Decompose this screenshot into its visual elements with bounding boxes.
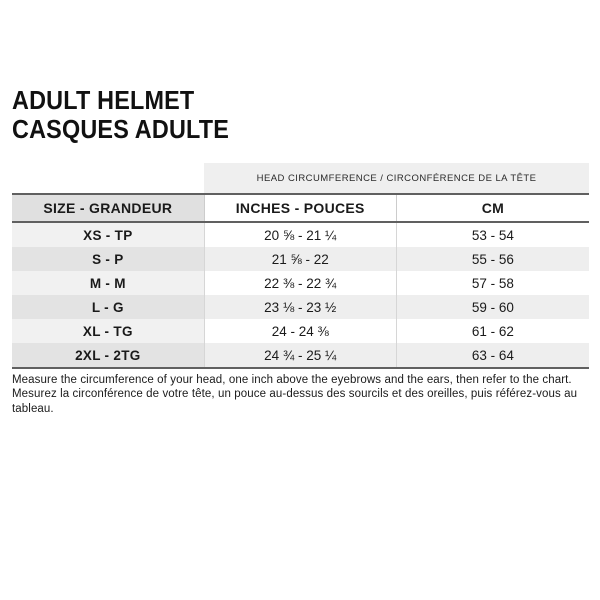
instruction-line-fr: Mesurez la circonférence de votre tête, …	[12, 388, 578, 415]
table-row-2xl: 2XL - 2TG 24 ¾ - 25 ¼ 63 - 64	[12, 343, 589, 369]
table-row-m: M - M 22 ⅜ - 22 ¾ 57 - 58	[12, 271, 589, 295]
title-line-en: ADULT HELMET	[12, 85, 195, 115]
size-cell: 2XL - 2TG	[12, 343, 205, 369]
measuring-instructions: Measure the circumference of your head, …	[12, 373, 588, 416]
inches-cell: 22 ⅜ - 22 ¾	[203, 271, 397, 295]
size-chart-table: HEAD CIRCUMFERENCE / CIRCONFÉRENCE DE LA…	[12, 163, 589, 369]
size-cell: S - P	[12, 247, 205, 271]
column-header-cm: CM	[395, 193, 589, 223]
inches-cell: 24 - 24 ⅜	[203, 319, 397, 343]
span-header-row: HEAD CIRCUMFERENCE / CIRCONFÉRENCE DE LA…	[12, 163, 589, 194]
size-cell: XS - TP	[12, 222, 205, 247]
table-row-xs: XS - TP 20 ⅝ - 21 ¼ 53 - 54	[12, 222, 589, 247]
title-line-fr: CASQUES ADULTE	[12, 114, 230, 145]
column-header-inches: INCHES - POUCES	[203, 193, 397, 223]
cm-cell: 57 - 58	[395, 271, 589, 295]
column-header-row: SIZE - GRANDEUR INCHES - POUCES CM	[12, 193, 589, 223]
cm-cell: 55 - 56	[395, 247, 589, 271]
table-row-s: S - P 21 ⅝ - 22 55 - 56	[12, 247, 589, 271]
instruction-line-en: Measure the circumference of your head, …	[12, 374, 572, 386]
table-row-xl: XL - TG 24 - 24 ⅜ 61 - 62	[12, 319, 589, 343]
inches-cell: 20 ⅝ - 21 ¼	[203, 222, 397, 247]
table-row-l: L - G 23 ⅛ - 23 ½ 59 - 60	[12, 295, 589, 319]
inches-cell: 24 ¾ - 25 ¼	[203, 343, 397, 369]
size-cell: L - G	[12, 295, 205, 319]
inches-cell: 23 ⅛ - 23 ½	[203, 295, 397, 319]
cm-cell: 61 - 62	[395, 319, 589, 343]
cm-cell: 53 - 54	[395, 222, 589, 247]
size-cell: XL - TG	[12, 319, 205, 343]
corner-spacer-cell	[12, 163, 205, 194]
size-cell: M - M	[12, 271, 205, 295]
page-title: ADULT HELMET CASQUES ADULTE	[12, 85, 230, 145]
cm-cell: 63 - 64	[395, 343, 589, 369]
cm-cell: 59 - 60	[395, 295, 589, 319]
column-header-size: SIZE - GRANDEUR	[12, 193, 205, 223]
head-circumference-span-header: HEAD CIRCUMFERENCE / CIRCONFÉRENCE DE LA…	[204, 163, 589, 194]
inches-cell: 21 ⅝ - 22	[203, 247, 397, 271]
